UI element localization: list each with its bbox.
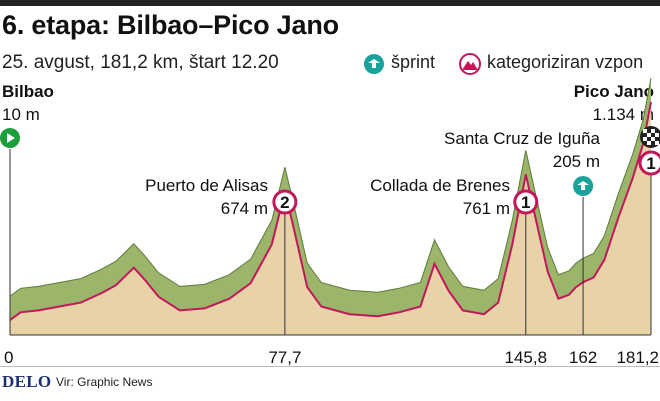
finish-flag-square <box>651 129 655 133</box>
chart-subtitle: 25. avgust, 181,2 km, štart 12.20 <box>2 52 279 73</box>
finish-flag-square <box>643 137 647 141</box>
x-tick-label: 162 <box>569 348 597 367</box>
finish-flag-square <box>655 133 659 137</box>
sprint-icon <box>577 181 590 190</box>
finish-flag-square <box>651 137 655 141</box>
place-climb2-name: Collada de Brenes <box>370 176 510 195</box>
brand-logo: DELO <box>2 372 52 391</box>
place-climb1-name: Puerto de Alisas <box>145 176 268 195</box>
place-finish-elevation: 1.134 m <box>592 105 654 124</box>
profile-chart: 0 77,7 145,8 162 181,2 2 1 1 <box>0 77 660 367</box>
finish-flag-square <box>647 133 651 137</box>
x-tick-label: 77,7 <box>268 348 301 367</box>
terrain-area <box>10 102 651 335</box>
climb-marker <box>638 150 660 176</box>
top-rule <box>0 0 660 6</box>
climb-icon <box>459 53 481 75</box>
place-start-name: Bilbao <box>2 82 54 101</box>
place-climb1-elevation: 674 m <box>220 199 268 218</box>
climb-category-label: 2 <box>280 193 289 212</box>
place-climb2-elevation: 761 m <box>462 199 510 218</box>
legend-climb-label: kategoriziran vzpon <box>487 52 644 72</box>
climb-category-label: 1 <box>646 154 655 173</box>
place-sprint-elevation: 205 m <box>552 152 600 171</box>
climb-marker <box>513 189 539 215</box>
place-start-elevation: 10 m <box>2 105 40 124</box>
legend-sprint-label: šprint <box>391 52 436 72</box>
finish-flag-square <box>643 129 647 133</box>
source-note: Vir: Graphic News <box>56 375 153 389</box>
sprint-icon <box>364 54 384 74</box>
terrain-relief <box>10 78 651 321</box>
x-tick-label: 181,2 <box>616 348 659 367</box>
profile-line <box>9 101 652 321</box>
start-arrow-icon <box>7 133 15 143</box>
x-tick-label: 145,8 <box>504 348 547 367</box>
x-tick-label: 0 <box>4 348 13 367</box>
place-finish-name: Pico Jano <box>573 82 654 101</box>
place-sprint-name: Santa Cruz de Iguña <box>444 129 600 148</box>
finish-flag-square <box>655 141 659 145</box>
climb-marker <box>272 189 298 215</box>
finish-flag-square <box>647 141 651 145</box>
chart-title: 6. etapa: Bilbao–Pico Jano <box>2 10 339 40</box>
footer-rule <box>0 366 660 367</box>
climb-category-label: 1 <box>521 193 530 212</box>
terrain-ridge-line <box>9 77 652 297</box>
